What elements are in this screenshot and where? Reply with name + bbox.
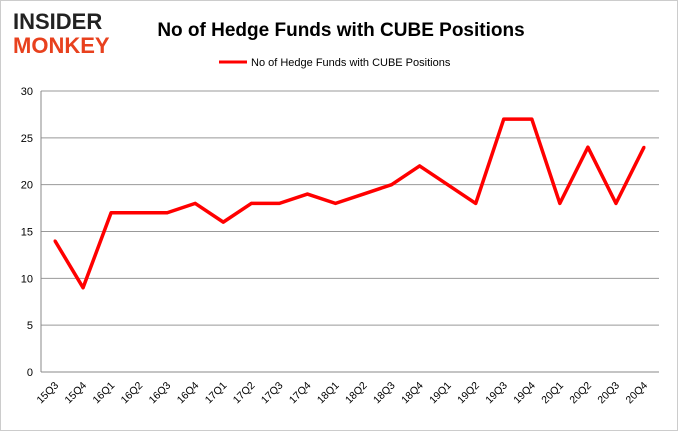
- data-point: [81, 286, 85, 290]
- y-tick-label: 20: [21, 180, 33, 192]
- x-tick-label: 18Q2: [343, 380, 370, 407]
- x-tick-label: 16Q3: [147, 380, 174, 407]
- data-point: [474, 201, 478, 205]
- data-point: [53, 239, 57, 243]
- logo-line1: INSIDER: [13, 9, 102, 34]
- x-tick-label: 17Q1: [203, 380, 230, 407]
- data-point: [333, 201, 337, 205]
- x-tick-label: 17Q2: [231, 380, 258, 407]
- data-point: [305, 192, 309, 196]
- data-point: [642, 145, 646, 149]
- x-tick-label: 16Q1: [91, 380, 118, 407]
- x-tick-label: 19Q1: [427, 380, 454, 407]
- data-point: [530, 117, 534, 121]
- x-tick-label: 20Q4: [623, 380, 650, 407]
- x-tick-label: 17Q3: [259, 380, 286, 407]
- y-tick-label: 30: [21, 86, 33, 98]
- data-point: [249, 201, 253, 205]
- x-tick-label: 15Q3: [34, 380, 61, 407]
- y-tick-label: 0: [27, 367, 33, 379]
- y-tick-label: 15: [21, 227, 33, 239]
- x-tick-label: 20Q2: [567, 380, 594, 407]
- data-point: [446, 183, 450, 187]
- data-point: [362, 192, 366, 196]
- x-tick-label: 15Q4: [63, 380, 90, 407]
- x-tick-label: 18Q3: [371, 380, 398, 407]
- logo: INSIDER MONKEY: [13, 9, 110, 58]
- data-point: [558, 201, 562, 205]
- x-tick-label: 18Q1: [315, 380, 342, 407]
- x-tick-label: 20Q3: [595, 380, 622, 407]
- data-point: [165, 211, 169, 215]
- x-tick-label: 17Q4: [287, 380, 314, 407]
- x-tick-label: 16Q4: [175, 380, 202, 407]
- y-tick-label: 5: [27, 320, 33, 332]
- data-point: [586, 145, 590, 149]
- chart-title: No of Hedge Funds with CUBE Positions: [157, 20, 524, 41]
- x-tick-label: 19Q3: [483, 380, 510, 407]
- data-point: [109, 211, 113, 215]
- x-tick-label: 19Q4: [511, 380, 538, 407]
- legend-label: No of Hedge Funds with CUBE Positions: [251, 57, 451, 69]
- x-tick-label: 16Q2: [119, 380, 146, 407]
- series-line: [53, 117, 646, 290]
- y-tick-label: 10: [21, 273, 33, 285]
- x-tick-label: 20Q1: [539, 380, 566, 407]
- data-point: [614, 201, 618, 205]
- data-point: [193, 201, 197, 205]
- x-tick-label: 19Q2: [455, 380, 482, 407]
- y-tick-label: 25: [21, 133, 33, 145]
- data-point: [221, 220, 225, 224]
- data-point: [277, 201, 281, 205]
- data-point: [390, 183, 394, 187]
- x-tick-label: 18Q4: [399, 380, 426, 407]
- data-point: [418, 164, 422, 168]
- data-point: [137, 211, 141, 215]
- data-point: [502, 117, 506, 121]
- logo-line2: MONKEY: [13, 33, 110, 58]
